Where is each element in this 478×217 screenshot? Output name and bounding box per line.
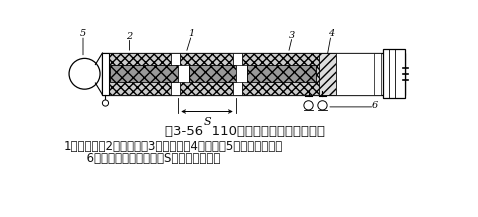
Bar: [178, 65, 189, 82]
Text: 1: 1: [188, 29, 195, 38]
Text: 3: 3: [289, 31, 295, 40]
Text: 5: 5: [80, 29, 86, 38]
Text: 6．避雷器支持用抱箍；S．内部火花間隙: 6．避雷器支持用抱箍；S．内部火花間隙: [64, 151, 220, 164]
Text: 2: 2: [126, 31, 132, 41]
Text: 6: 6: [371, 101, 378, 110]
Text: S: S: [203, 117, 211, 127]
Bar: [233, 53, 242, 95]
Bar: [236, 65, 247, 82]
Circle shape: [304, 101, 313, 110]
Bar: [327, 53, 381, 95]
Bar: [189, 65, 236, 82]
Bar: [180, 53, 233, 95]
Bar: [102, 53, 404, 95]
Circle shape: [69, 58, 100, 89]
Circle shape: [102, 100, 109, 106]
Bar: [102, 53, 171, 95]
Bar: [110, 65, 178, 82]
Bar: [319, 53, 337, 95]
Bar: [337, 53, 374, 95]
Bar: [383, 49, 404, 99]
Text: 图3-56  110千伏纤维胶木管型避雷器: 图3-56 110千伏纤维胶木管型避雷器: [165, 125, 325, 138]
Text: 4: 4: [328, 29, 334, 38]
Bar: [242, 53, 327, 95]
Text: 1．纤维管；2．胶木管；3．贮气室；4．电极；5．动作指示器；: 1．纤维管；2．胶木管；3．贮气室；4．电极；5．动作指示器；: [64, 140, 283, 153]
Circle shape: [318, 101, 327, 110]
Bar: [247, 65, 316, 82]
Bar: [171, 53, 180, 95]
Bar: [102, 53, 109, 95]
